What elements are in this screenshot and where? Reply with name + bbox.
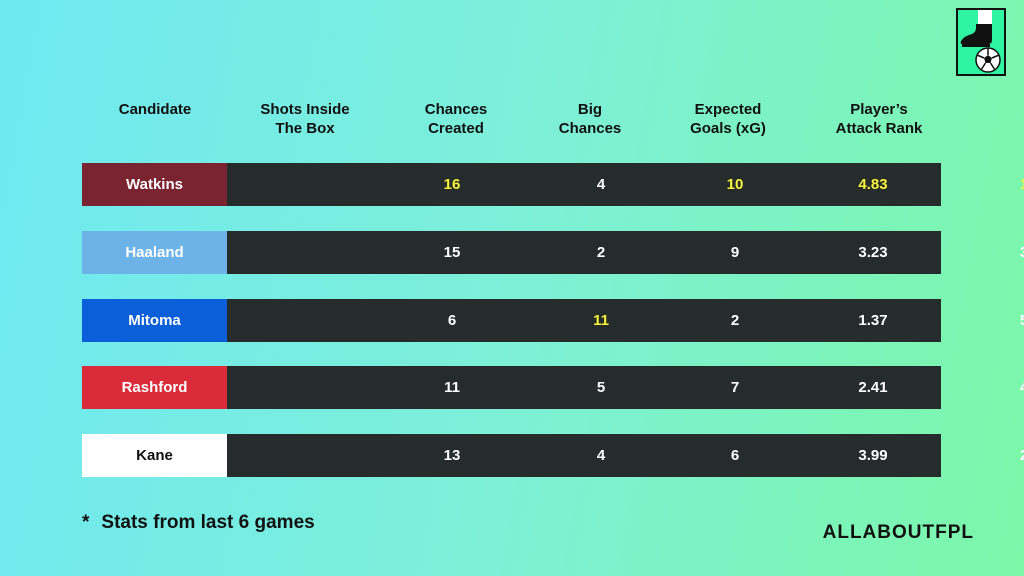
- table-row: Watkins 16 4 10 4.83 1: [82, 163, 1024, 206]
- stat-rank: 3: [964, 231, 1024, 274]
- stat-xg: 3.23: [858, 244, 888, 261]
- stat-rank: 1: [964, 163, 1024, 206]
- stat-chances: 11: [593, 312, 609, 329]
- stat-shots: 16: [443, 176, 461, 193]
- stat-shots: 6: [447, 312, 457, 329]
- stat-big: 10: [726, 176, 744, 193]
- header-chances-created: Chances Created: [424, 101, 488, 137]
- stat-shots: 15: [443, 244, 461, 261]
- candidate-name: Rashford: [82, 366, 227, 409]
- stat-big: 9: [730, 244, 740, 261]
- table-row: Haaland 15 2 9 3.23 3: [82, 231, 1024, 274]
- stat-big: 2: [730, 312, 740, 329]
- stat-shots: 11: [444, 379, 460, 396]
- table-row: Kane 13 4 6 3.99 2: [82, 434, 1024, 477]
- stat-rank: 4: [964, 366, 1024, 409]
- stat-chances: 2: [596, 244, 606, 261]
- stats-bar: 11 5 7 2.41 4: [227, 366, 1024, 409]
- candidate-name: Haaland: [82, 231, 227, 274]
- stat-rank: 5: [964, 299, 1024, 342]
- stat-xg: 2.41: [858, 379, 888, 396]
- stat-big: 7: [730, 379, 740, 396]
- stat-xg: 1.37: [858, 312, 888, 329]
- header-candidate: Candidate: [118, 101, 192, 118]
- footnote-star: *: [82, 512, 90, 533]
- stats-bar: 6 11 2 1.37 5: [227, 299, 1024, 342]
- stat-shots: 13: [443, 447, 461, 464]
- table-row: Mitoma 6 11 2 1.37 5: [82, 299, 1024, 342]
- header-big-chances: Big Chances: [558, 101, 622, 137]
- candidate-name: Watkins: [82, 163, 227, 206]
- candidate-name: Mitoma: [82, 299, 227, 342]
- stat-big: 6: [730, 447, 740, 464]
- stat-chances: 4: [596, 447, 606, 464]
- header-expected-goals: Expected Goals (xG): [690, 101, 766, 137]
- header-shots-inside-box: Shots Inside The Box: [260, 101, 350, 137]
- footnote-text: Stats from last 6 games: [101, 512, 315, 533]
- footnote: * Stats from last 6 games: [82, 512, 315, 534]
- brand-logo-text: ALLABOUTFPL: [822, 522, 974, 543]
- candidate-name: Kane: [82, 434, 227, 477]
- stats-bar: 15 2 9 3.23 3: [227, 231, 1024, 274]
- stat-chances: 5: [596, 379, 606, 396]
- table-row: Rashford 11 5 7 2.41 4: [82, 366, 1024, 409]
- stats-bar: 13 4 6 3.99 2: [227, 434, 1024, 477]
- stat-chances: 4: [596, 176, 606, 193]
- stat-rank: 2: [964, 434, 1024, 477]
- stats-bar: 16 4 10 4.83 1: [227, 163, 1024, 206]
- stat-xg: 4.83: [858, 176, 888, 193]
- stat-xg: 3.99: [858, 447, 888, 464]
- header-attack-rank: Player’s Attack Rank: [835, 101, 923, 137]
- boot-and-football-icon: [960, 10, 1001, 73]
- logo: [956, 8, 1006, 76]
